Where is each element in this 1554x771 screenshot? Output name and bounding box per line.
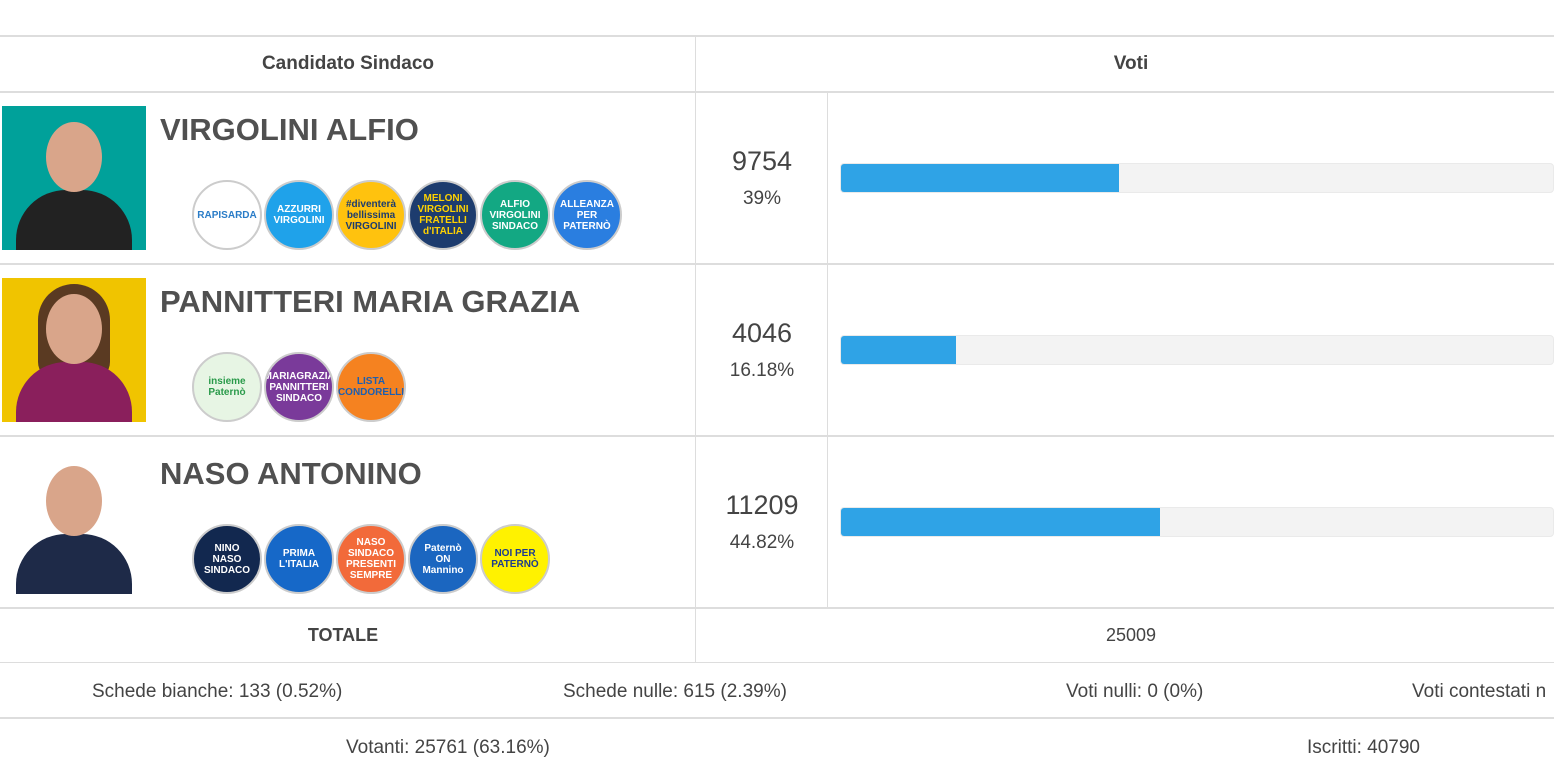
voti-contestati: Voti contestati n [1412, 681, 1547, 702]
voti-nulli: Voti nulli: 0 (0%) [1066, 681, 1204, 702]
vote-bar [840, 507, 1554, 537]
party-logo: MARIAGRAZIA PANNITTERI SINDACO [264, 352, 334, 422]
party-logo: ALFIO VIRGOLINI SINDACO [480, 180, 550, 250]
column-divider [695, 36, 696, 663]
vote-count: 4046 [731, 318, 793, 348]
iscritti: Iscritti: 40790 [1307, 737, 1420, 758]
divider [0, 717, 1554, 719]
candidate-photo [2, 278, 146, 422]
candidate-photo [2, 106, 146, 250]
votanti: Votanti: 25761 (63.16%) [346, 737, 550, 758]
schede-bianche: Schede bianche: 133 (0.52%) [92, 681, 343, 702]
party-logo: NOI PER PATERNÒ [480, 524, 550, 594]
vote-bar-fill [841, 508, 1161, 536]
party-logo: Paternò ON Mannino [408, 524, 478, 594]
party-logo: RAPISARDA [192, 180, 262, 250]
candidate-name: VIRGOLINI ALFIO [160, 112, 419, 147]
vote-percent: 39% [742, 188, 782, 209]
party-logos: NINO NASO SINDACO PRIMA L'ITALIA NASO SIND… [192, 524, 550, 594]
party-logo: LISTA CONDORELLI [336, 352, 406, 422]
header-votes: Voti [1113, 53, 1149, 74]
party-logo: MELONI VIRGOLINI FRATELLI d'ITALIA [408, 180, 478, 250]
party-logo: NASO SINDACO PRESENTI SEMPRE [336, 524, 406, 594]
candidate-photo [2, 450, 146, 594]
party-logos: insieme Paternò MARIAGRAZIA PANNITTERI SI… [192, 352, 406, 422]
party-logo: #diventerà bellissima VIRGOLINI [336, 180, 406, 250]
party-logo: PRIMA L'ITALIA [264, 524, 334, 594]
vote-count: 11209 [725, 490, 799, 520]
column-divider [827, 92, 828, 608]
vote-bar-fill [841, 336, 957, 364]
party-logo: ALLEANZA PER PATERNÒ [552, 180, 622, 250]
divider [0, 435, 1554, 437]
schede-nulle: Schede nulle: 615 (2.39%) [563, 681, 787, 702]
divider [0, 662, 1554, 663]
party-logos: RAPISARDA AZZURRI VIRGOLINI #diventerà bel… [192, 180, 622, 250]
candidate-name: NASO ANTONINO [160, 456, 422, 491]
divider [0, 91, 1554, 93]
vote-bar [840, 335, 1554, 365]
vote-percent: 16.18% [729, 360, 795, 381]
divider [0, 263, 1554, 265]
divider [0, 607, 1554, 609]
party-logo: NINO NASO SINDACO [192, 524, 262, 594]
divider [0, 35, 1554, 37]
vote-count: 9754 [731, 146, 793, 176]
vote-percent: 44.82% [729, 532, 795, 553]
total-value: 25009 [1105, 625, 1157, 645]
party-logo: insieme Paternò [192, 352, 262, 422]
vote-bar [840, 163, 1554, 193]
header-candidate: Candidato Sindaco [261, 53, 435, 74]
candidate-row: PANNITTERI MARIA GRAZIA insieme Paternò M… [0, 264, 1554, 436]
candidate-row: NASO ANTONINO NINO NASO SINDACO PRIMA L'I… [0, 436, 1554, 608]
candidate-name: PANNITTERI MARIA GRAZIA [160, 284, 581, 319]
total-label: TOTALE [307, 625, 379, 645]
party-logo: AZZURRI VIRGOLINI [264, 180, 334, 250]
vote-bar-fill [841, 164, 1119, 192]
candidate-row: VIRGOLINI ALFIO RAPISARDA AZZURRI VIRGOLI… [0, 92, 1554, 264]
